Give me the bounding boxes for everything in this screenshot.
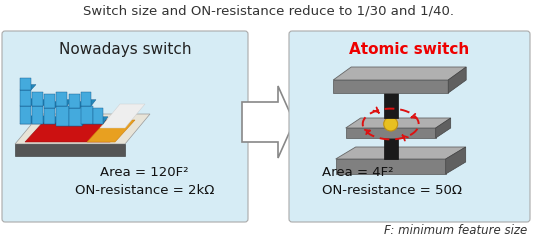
Text: Area = 120F²: Area = 120F² [100, 166, 188, 180]
Polygon shape [20, 85, 36, 90]
Polygon shape [81, 116, 98, 124]
FancyBboxPatch shape [289, 31, 530, 222]
Polygon shape [87, 120, 135, 142]
Polygon shape [32, 92, 43, 106]
Polygon shape [20, 90, 31, 106]
Circle shape [384, 117, 398, 131]
Polygon shape [20, 116, 36, 124]
Polygon shape [336, 147, 466, 159]
Polygon shape [15, 114, 150, 144]
Polygon shape [20, 106, 31, 124]
Polygon shape [44, 108, 55, 124]
Polygon shape [81, 106, 93, 124]
Polygon shape [436, 118, 451, 138]
Polygon shape [32, 106, 43, 124]
Polygon shape [44, 102, 60, 108]
Polygon shape [333, 67, 466, 80]
Text: ON-resistance = 2kΩ: ON-resistance = 2kΩ [75, 184, 214, 197]
Polygon shape [32, 116, 48, 124]
Polygon shape [81, 100, 96, 106]
Polygon shape [100, 104, 145, 128]
Polygon shape [69, 118, 87, 126]
Text: Area = 4F²: Area = 4F² [322, 166, 394, 180]
Polygon shape [56, 117, 74, 126]
Text: Atomic switch: Atomic switch [350, 42, 470, 57]
Polygon shape [56, 100, 72, 106]
Polygon shape [448, 67, 466, 93]
Text: F: minimum feature size: F: minimum feature size [384, 224, 527, 237]
Polygon shape [69, 108, 82, 126]
Polygon shape [69, 102, 85, 108]
Polygon shape [56, 92, 67, 106]
Polygon shape [81, 92, 91, 106]
Polygon shape [346, 128, 436, 138]
Text: Switch size and ON-resistance reduce to 1/30 and 1/40.: Switch size and ON-resistance reduce to … [83, 5, 454, 18]
Polygon shape [15, 144, 125, 156]
Text: Nowadays switch: Nowadays switch [59, 42, 191, 57]
Polygon shape [242, 86, 294, 158]
Polygon shape [44, 117, 60, 124]
Bar [384, 83, 398, 118]
FancyBboxPatch shape [2, 31, 248, 222]
Polygon shape [93, 108, 103, 124]
Polygon shape [32, 100, 48, 106]
Polygon shape [25, 120, 130, 142]
Text: ON-resistance = 50Ω: ON-resistance = 50Ω [322, 184, 462, 197]
Polygon shape [446, 147, 466, 174]
Polygon shape [333, 80, 448, 93]
Polygon shape [20, 78, 31, 90]
Polygon shape [56, 106, 69, 126]
Polygon shape [69, 94, 80, 108]
Polygon shape [44, 94, 55, 108]
Polygon shape [93, 117, 108, 124]
Polygon shape [346, 118, 451, 128]
Polygon shape [336, 159, 446, 174]
Bar [384, 129, 398, 159]
Polygon shape [20, 99, 36, 106]
